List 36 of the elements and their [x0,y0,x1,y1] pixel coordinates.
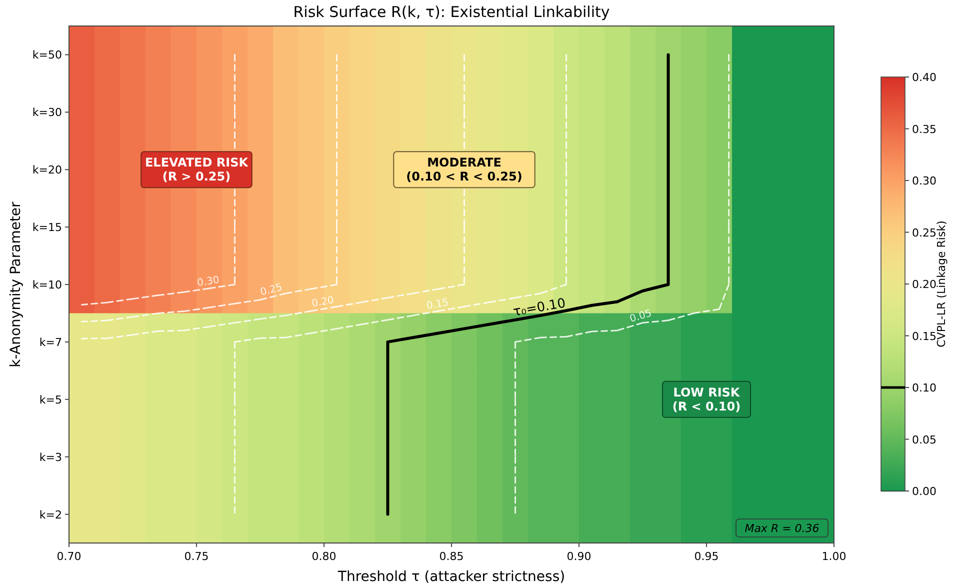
chart-title: Risk Surface R(k, τ): Existential Linkability [293,3,610,21]
y-tick-label: k=5 [39,393,62,406]
x-tick-label: 0.80 [312,550,336,563]
y-tick-label: k=50 [32,48,62,62]
annotation: Max R = 0.36 [744,522,820,535]
x-axis-title: Threshold τ (attacker strictness) [336,569,566,585]
x-tick-label: 0.95 [694,550,719,563]
x-tick-label: 0.85 [439,550,464,563]
color-bar-label: 0.25 [912,226,936,240]
x-tick-label: 1.00 [822,550,846,563]
annotation: 0.15 [426,297,450,312]
annotation: ELEVATED RISK (R > 0.25) [144,156,249,184]
annotation: LOW RISK (R < 0.10) [672,385,741,414]
y-tick-label: k=20 [32,164,62,177]
color-bar-label: 0.15 [912,330,936,343]
y-tick-label: k=2 [39,508,62,522]
color-bar-label: 0.20 [912,278,936,291]
annotation: 0.30 [196,274,220,289]
x-tick-label: 0.75 [184,550,209,563]
color-bar-label: 0.30 [912,174,936,188]
color-bar-label: 0.40 [912,71,936,84]
annotation: τ₀=0.10 [512,296,567,320]
y-tick-label: k=15 [32,221,62,234]
y-tick-label: k=3 [39,450,62,464]
y-tick-label: k=10 [32,278,62,292]
x-tick-label: 0.70 [56,550,82,563]
color-bar-label: 0.05 [912,433,936,446]
y-axis-title: k-Anonymity Parameter [8,201,24,368]
color-bar-label: 0.35 [912,122,936,136]
y-tick-label: k=30 [32,106,62,120]
color-bar-title: CVPL-LR (Linkage Risk) [935,220,948,348]
y-tick-label: k=7 [39,336,62,349]
color-bar-label: 0.00 [912,485,936,498]
x-tick-label: 0.90 [566,550,592,563]
color-bar-label: 0.10 [912,382,936,394]
annotation: MODERATE (0.10 < R < 0.25) [406,156,522,184]
